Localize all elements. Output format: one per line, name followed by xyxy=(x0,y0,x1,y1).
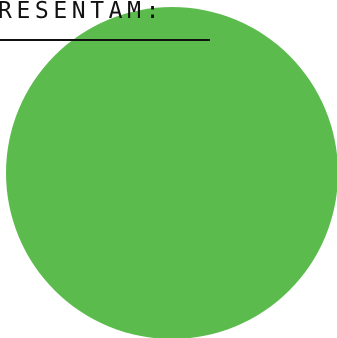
page-heading: RESENTAM: xyxy=(0,0,165,24)
green-circle xyxy=(6,7,337,338)
heading-underline xyxy=(0,39,210,41)
